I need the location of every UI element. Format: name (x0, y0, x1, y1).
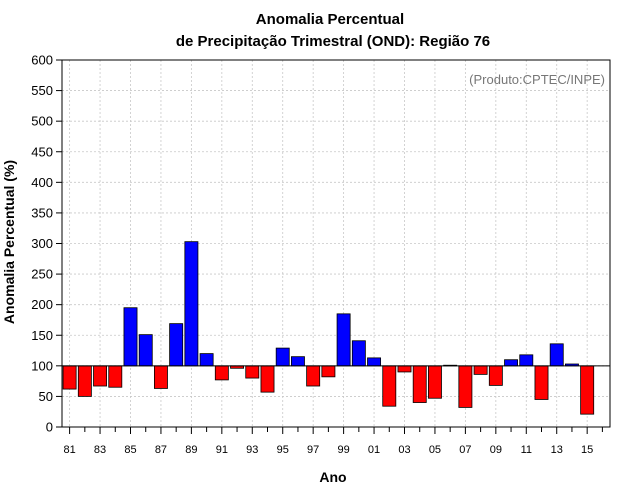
bar-81 (62, 365, 77, 390)
bar-04 (412, 365, 427, 403)
product-credit: (Produto:CPTEC/INPE) (469, 72, 605, 87)
x-tick-label: 91 (216, 444, 228, 456)
bar-99 (336, 313, 351, 367)
y-tick-label: 400 (31, 175, 53, 190)
bar-13 (549, 343, 564, 367)
bar-01 (367, 357, 382, 367)
bar-00 (351, 340, 366, 367)
y-tick-label: 0 (46, 420, 53, 435)
x-tick-label: 07 (459, 444, 471, 456)
y-tick-label: 500 (31, 114, 53, 129)
bar-10 (504, 359, 519, 367)
x-tick-label: 03 (398, 444, 410, 456)
x-tick-label: 09 (490, 444, 502, 456)
x-axis: 81 83 85 87 89 91 93 95 97 99 01 03 05 07 09 11 13 15 (63, 427, 603, 456)
x-tick-label: 15 (581, 444, 593, 456)
x-tick-label: 99 (337, 444, 349, 456)
chart-title-line2: de Precipitação Trimestral (OND): Região… (176, 33, 490, 50)
bar-90 (199, 353, 214, 367)
x-tick-label: 05 (429, 444, 441, 456)
bar-86 (138, 334, 153, 367)
y-tick-label: 450 (31, 144, 53, 159)
y-tick-label: 350 (31, 205, 53, 220)
x-tick-label: 89 (185, 444, 197, 456)
bar-91 (214, 365, 229, 381)
y-axis: 0 50 100 150 200 250 300 350 400 450 500 550 600 (31, 53, 62, 435)
y-tick-label: 600 (31, 53, 53, 68)
y-tick-label: 250 (31, 267, 53, 282)
bar-02 (382, 365, 397, 407)
bar-87 (153, 365, 168, 389)
bar-05 (427, 365, 442, 399)
x-tick-label: 81 (63, 444, 75, 456)
y-tick-label: 550 (31, 83, 53, 98)
bar-96 (290, 356, 305, 367)
x-tick-label: 85 (124, 444, 136, 456)
y-tick-label: 100 (31, 358, 53, 373)
bar-93 (245, 365, 260, 379)
grid (62, 59, 610, 428)
x-tick-label: 01 (368, 444, 380, 456)
bar-84 (108, 365, 123, 388)
x-tick-label: 13 (551, 444, 563, 456)
bar-11 (519, 354, 534, 367)
x-tick-label: 97 (307, 444, 319, 456)
bar-07 (458, 365, 473, 408)
bar-88 (169, 323, 184, 367)
x-tick-label: 83 (94, 444, 106, 456)
bar-85 (123, 307, 138, 367)
bar-97 (306, 365, 321, 387)
bar-82 (77, 365, 92, 397)
y-tick-label: 50 (39, 389, 53, 404)
bar-08 (473, 365, 488, 375)
bar-89 (184, 241, 199, 367)
bars (62, 241, 595, 415)
bar-95 (275, 347, 290, 367)
bar-83 (93, 365, 108, 387)
x-tick-label: 11 (521, 444, 532, 456)
bar-98 (321, 365, 336, 378)
x-tick-label: 87 (155, 444, 167, 456)
bar-15 (580, 365, 595, 415)
y-tick-label: 300 (31, 236, 53, 251)
x-tick-label: 95 (277, 444, 289, 456)
bar-12 (534, 365, 549, 400)
x-axis-label: Ano (319, 469, 346, 485)
y-axis-label: Anomalia Percentual (%) (1, 160, 17, 324)
chart-title-line1: Anomalia Percentual (256, 11, 404, 28)
bar-94 (260, 365, 275, 393)
bar-03 (397, 365, 412, 373)
bar-09 (488, 365, 503, 386)
x-tick-label: 93 (246, 444, 258, 456)
y-tick-label: 200 (31, 297, 53, 312)
y-tick-label: 150 (31, 328, 53, 343)
